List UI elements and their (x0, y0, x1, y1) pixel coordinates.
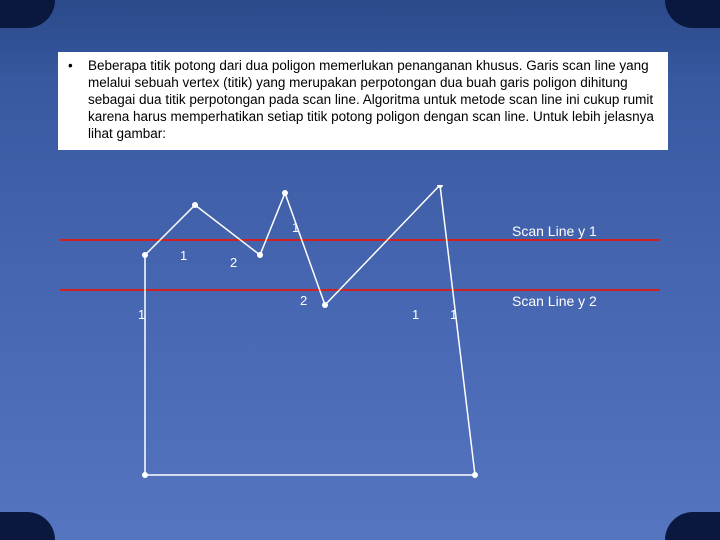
scan-line-label: Scan Line y 1 (512, 223, 597, 239)
intersection-count-label: 2 (300, 293, 307, 308)
intersection-count-label: 1 (138, 307, 145, 322)
intersection-count-label: 1 (180, 248, 187, 263)
slide: • Beberapa titik potong dari dua poligon… (0, 0, 720, 540)
corner-decoration (0, 512, 55, 540)
scan-line-label: Scan Line y 2 (512, 293, 597, 309)
bullet-text: Beberapa titik potong dari dua poligon m… (88, 58, 658, 142)
intersection-count-label: 1 (412, 307, 419, 322)
corner-decoration (665, 512, 720, 540)
corner-decoration (0, 0, 55, 28)
bullet-icon: • (68, 58, 88, 142)
intersection-count-label: 1 (450, 307, 457, 322)
intersection-count-label: 1 (292, 220, 299, 235)
intersection-count-label: 2 (230, 255, 237, 270)
polygon-scanline-diagram: 1 1 2 2 1 1 1 Scan Line y 1 Scan Line y 2 (60, 185, 660, 515)
corner-decoration (665, 0, 720, 28)
content-text-box: • Beberapa titik potong dari dua poligon… (58, 52, 668, 150)
